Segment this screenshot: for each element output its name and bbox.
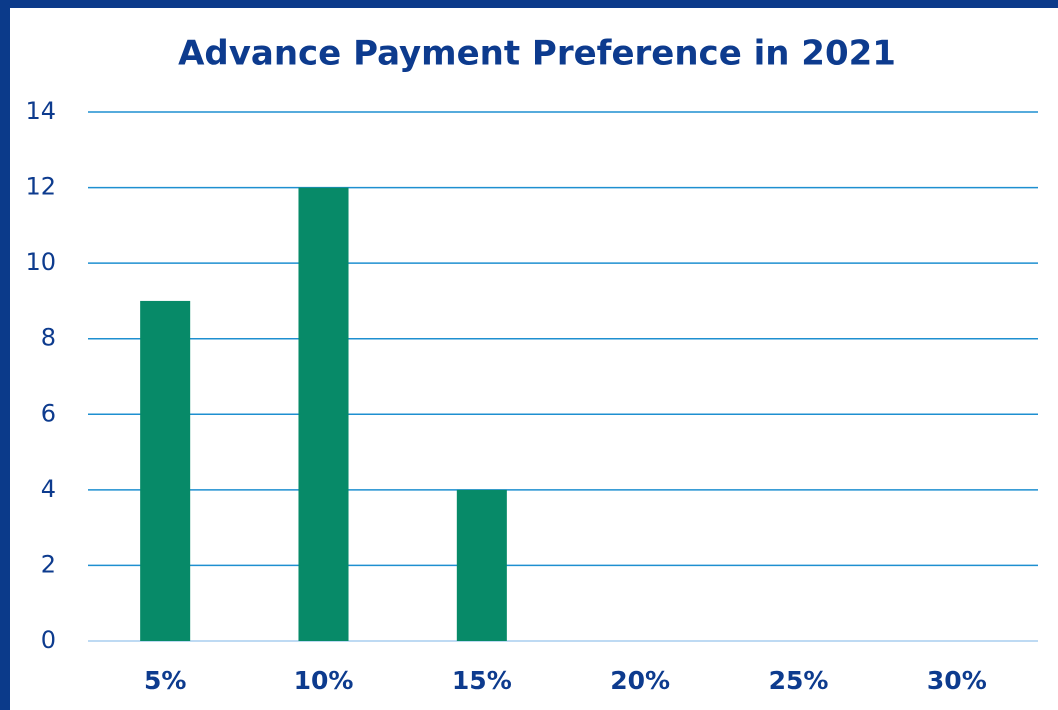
y-tick-label: 14 [25,97,56,125]
y-tick-label: 12 [25,173,56,201]
x-tick-label: 10% [294,666,354,695]
bar [456,489,507,641]
y-tick-label: 10 [25,248,56,276]
y-tick-label: 0 [41,626,56,654]
y-tick-label: 4 [41,475,56,503]
x-tick-label: 15% [452,666,512,695]
x-tick-label: 30% [927,666,987,695]
y-tick-label: 6 [41,399,56,427]
x-tick-label: 20% [610,666,670,695]
x-tick-label: 25% [769,666,829,695]
bar [298,187,349,642]
y-tick-label: 8 [41,324,56,352]
bar [140,300,191,641]
y-tick-label: 2 [41,550,56,578]
chart-title: Advance Payment Preference in 2021 [178,34,896,74]
x-tick-label: 5% [144,666,186,695]
